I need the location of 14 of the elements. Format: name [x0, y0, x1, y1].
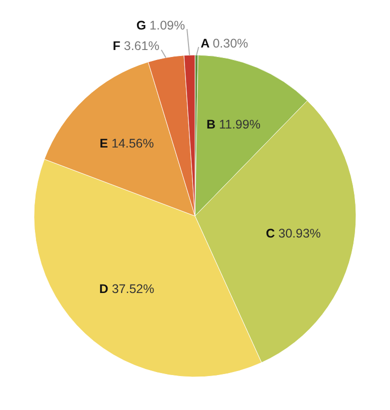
data-label: 11.99%	[218, 117, 260, 132]
data-label: 30.93%	[278, 226, 321, 241]
data-label: 3.61%	[124, 39, 160, 54]
data-label: 37.52%	[112, 282, 154, 296]
slice-label: G	[136, 18, 150, 32]
slice-label: F	[112, 39, 124, 54]
data-label: 14.56%	[111, 136, 154, 151]
slice-label: A	[200, 36, 213, 50]
slice-label: B	[206, 117, 219, 132]
data-label: 1.09%	[150, 18, 186, 32]
slice-label: E	[100, 136, 112, 151]
slice-label: C	[266, 226, 278, 241]
data-label: 0.30%	[212, 36, 248, 50]
slice-label: D	[99, 282, 112, 296]
